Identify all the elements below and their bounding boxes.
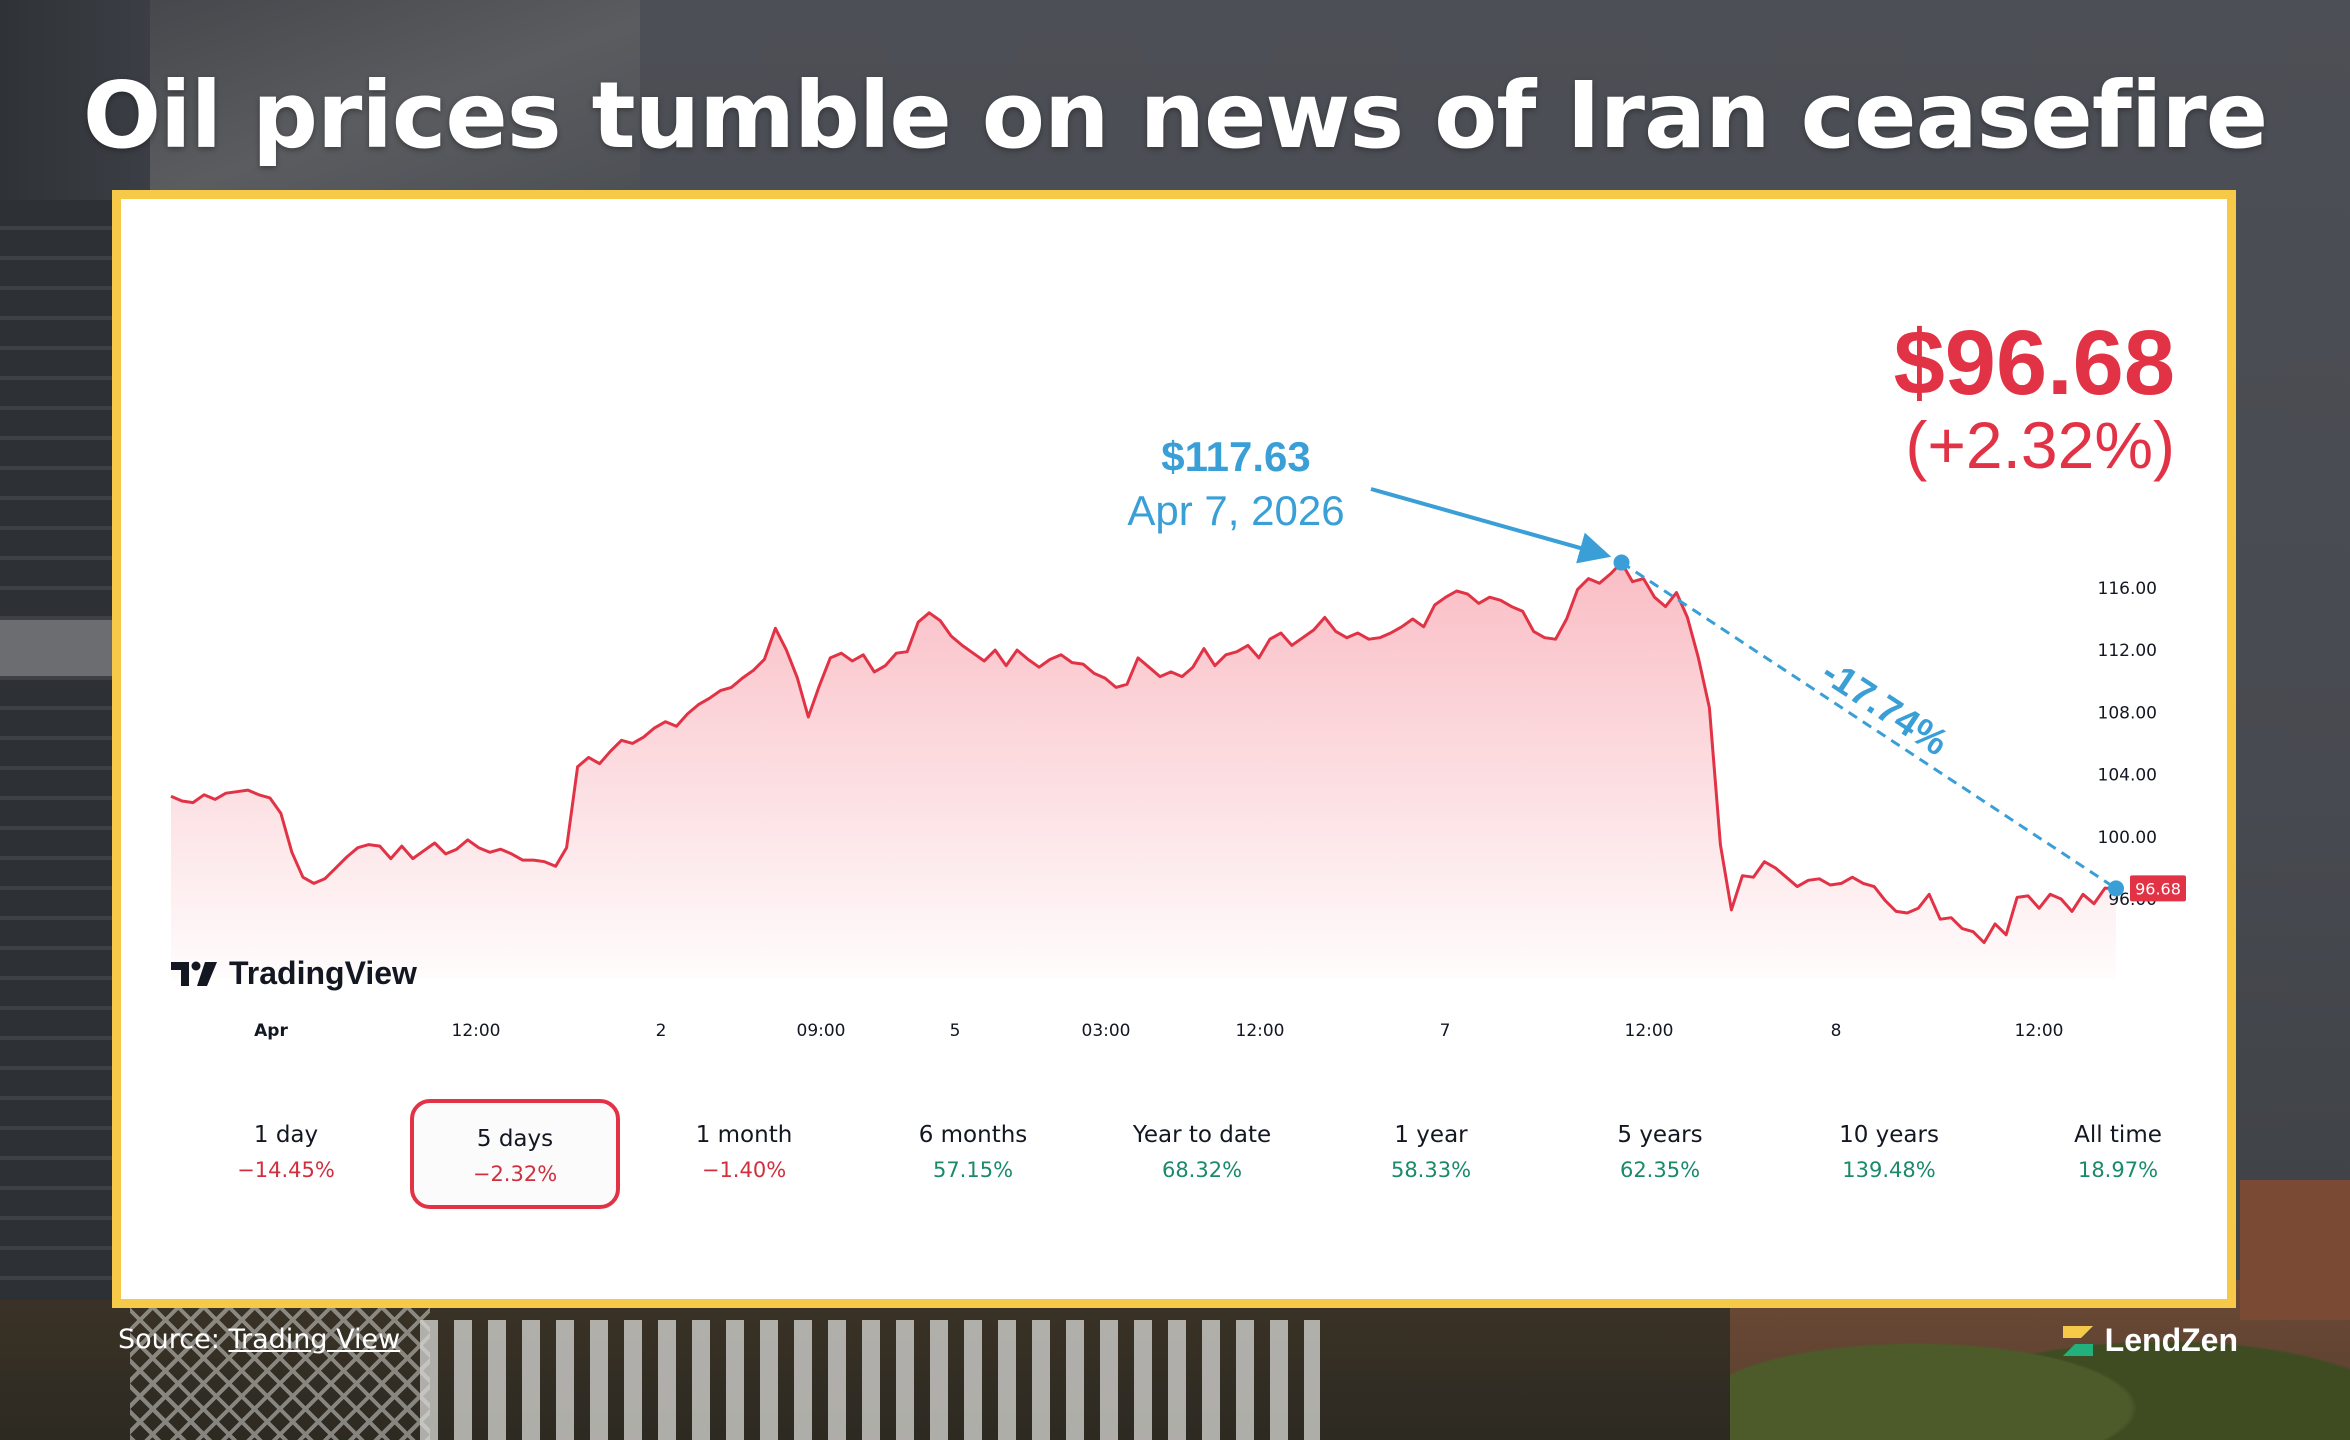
peak-arrow [1370, 487, 1612, 564]
y-tick-label: 104.00 [2098, 766, 2157, 786]
range-label: 6 months [918, 1122, 1028, 1148]
price-area [171, 562, 2116, 979]
headline: Oil prices tumble on news of Iran ceasef… [82, 62, 2268, 169]
price-line [170, 561, 2117, 945]
tradingview-label: TradingView [229, 955, 417, 991]
source-link[interactable]: Trading View [228, 1324, 401, 1355]
range-change: −1.40% [701, 1158, 787, 1182]
y-tick-label: 116.00 [2098, 579, 2157, 599]
range-1-day[interactable]: 1 day −14.45% [181, 1099, 391, 1209]
range-label: 5 days [476, 1126, 554, 1152]
range-1-year[interactable]: 1 year 58.33% [1326, 1099, 1536, 1209]
x-tick-label: 5 [950, 1021, 961, 1041]
x-tick-label: 7 [1440, 1021, 1451, 1041]
brand-name: LendZen [2104, 1322, 2238, 1358]
range-label: 10 years [1839, 1122, 1939, 1148]
range-year-to-date[interactable]: Year to date 68.32% [1097, 1099, 1307, 1209]
peak-value: $117.63 [1161, 433, 1311, 480]
house-trim [0, 620, 120, 676]
y-tick-label: 108.00 [2098, 703, 2157, 723]
tradingview-watermark: TradingView [171, 955, 417, 992]
x-tick-label: 2 [656, 1021, 667, 1041]
x-tick-label: 12:00 [1625, 1021, 1674, 1041]
lendzen-logo-icon [2062, 1325, 2093, 1356]
range-6-months[interactable]: 6 months 57.15% [868, 1099, 1078, 1209]
x-tick-label: Apr [254, 1021, 288, 1041]
x-tick-label: 09:00 [797, 1021, 846, 1041]
x-tick-label: 12:00 [452, 1021, 501, 1041]
range-change: 18.97% [2077, 1158, 2159, 1182]
range-all-time[interactable]: All time 18.97% [2013, 1099, 2223, 1209]
range-label: Year to date [1132, 1122, 1272, 1148]
x-tick-label: 12:00 [2015, 1021, 2064, 1041]
last-price-tag: 96.68 [2130, 875, 2186, 902]
range-change: 139.48% [1842, 1158, 1936, 1182]
source-credit: Source: Trading View [118, 1324, 400, 1355]
peak-date: Apr 7, 2026 [1127, 487, 1345, 534]
drop-percent-label: -17.74% [1814, 651, 1955, 764]
range-change: 58.33% [1390, 1158, 1472, 1182]
range-change: 68.32% [1161, 1158, 1243, 1182]
picket-fence [420, 1320, 1320, 1440]
range-1-month[interactable]: 1 month −1.40% [639, 1099, 849, 1209]
x-axis: Apr 12:00 2 09:00 5 03:00 12:00 7 12:00 8 12:00 [254, 1021, 2063, 1041]
range-label: 1 day [253, 1122, 319, 1148]
tradingview-logo-icon [171, 961, 217, 986]
current-change: (+2.32%) [1905, 408, 2175, 482]
house-right [2240, 1180, 2350, 1320]
source-prefix: Source: [118, 1324, 220, 1355]
drop-trend-line [1620, 561, 2117, 890]
range-change: 62.35% [1619, 1158, 1701, 1182]
range-5-years[interactable]: 5 years 62.35% [1555, 1099, 1765, 1209]
house-siding [0, 200, 115, 1440]
last-point [2108, 880, 2124, 897]
x-tick-label: 12:00 [1236, 1021, 1285, 1041]
x-tick-label: 03:00 [1082, 1021, 1131, 1041]
peak-callout: $117.63 Apr 7, 2026 [1116, 431, 1356, 539]
range-change: −14.45% [237, 1158, 335, 1182]
peak-point [1613, 554, 1630, 571]
last-price-label: 96.68 [2135, 879, 2181, 898]
x-tick-label: 8 [1831, 1021, 1842, 1041]
range-10-years[interactable]: 10 years 139.48% [1784, 1099, 1994, 1209]
range-label: 5 years [1617, 1122, 1703, 1148]
lattice-fence [130, 1305, 430, 1440]
current-price-callout: $96.68 (+2.32%) [1894, 317, 2175, 481]
range-change: −2.32% [472, 1162, 558, 1186]
brand-logo: LendZen [2061, 1322, 2238, 1359]
y-tick-label: 100.00 [2098, 828, 2157, 848]
range-5-days[interactable]: 5 days −2.32% [410, 1099, 620, 1209]
range-change: 57.15% [932, 1158, 1014, 1182]
range-label: 1 year [1394, 1122, 1468, 1148]
current-price: $96.68 [1893, 312, 2175, 414]
range-label: All time [2074, 1122, 2162, 1148]
y-tick-label: 112.00 [2098, 641, 2157, 661]
range-label: 1 month [695, 1122, 793, 1148]
time-range-selector: 1 day −14.45% 5 days −2.32% 1 month −1.40% 6 m… [161, 1099, 2201, 1209]
